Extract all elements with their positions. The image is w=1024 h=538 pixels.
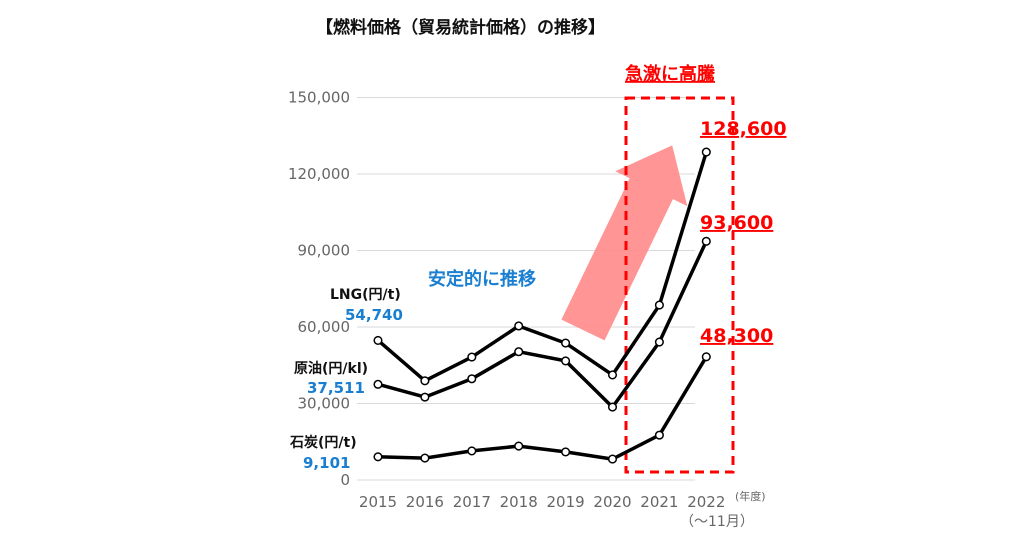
surge-annotation: 急激に高騰 [625,63,715,85]
series-label-lng: LNG(円/t) [330,287,401,303]
start-value-lng: 54,740 [345,306,403,324]
data-point [701,352,711,362]
x-tick-label: 2021 [640,493,678,511]
chart-title: 【燃料価格（貿易統計価格）の推移】 [316,17,605,38]
x-tick-label: 2016 [406,493,444,511]
data-point [654,430,664,440]
x-tick-label: 2020 [593,493,631,511]
data-point [607,454,618,464]
x-last-note: （～11月） [680,514,754,530]
x-unit-label: (年度) [735,489,766,503]
x-tick-label: 2022 [687,493,725,511]
data-point [514,321,524,331]
data-point [654,300,664,310]
data-point [373,335,383,345]
surge-highlight-box [624,96,735,474]
data-point [373,452,383,462]
x-tick-label: 2018 [500,493,538,511]
data-point [514,347,524,357]
end-value-lng: 128,600 [700,118,787,140]
rising-arrow [561,145,688,341]
data-point [514,441,524,451]
data-point [420,392,430,402]
data-point [701,236,711,246]
data-point [373,379,383,389]
series-line-0 [376,151,708,383]
y-tick-label: 0 [340,471,350,489]
start-value-coal: 9,101 [303,454,350,472]
data-point [607,402,618,412]
data-point [561,338,571,348]
data-point [467,374,477,384]
end-value-oil: 93,600 [700,212,773,234]
y-tick-label: 150,000 [288,89,350,107]
y-tick-label: 60,000 [298,318,351,336]
series-line-2 [377,355,708,461]
data-point [467,352,477,362]
data-point [701,147,711,157]
series-line-1 [377,240,708,409]
y-tick-label: 30,000 [298,395,351,413]
series-label-coal: 石炭(円/t) [289,434,357,451]
y-tick-label: 120,000 [288,165,350,183]
x-tick-label: 2017 [453,493,491,511]
stable-annotation: 安定的に推移 [428,268,536,290]
x-tick-label: 2019 [547,493,585,511]
x-tick-label: 2015 [359,493,397,511]
start-value-oil: 37,511 [307,379,365,397]
series-label-oil: 原油(円/kl) [294,360,368,377]
data-point [654,337,664,347]
y-tick-label: 90,000 [298,242,351,260]
data-point [561,356,571,366]
data-point [561,447,571,457]
data-point [467,446,477,456]
data-point [420,376,430,386]
data-point [607,370,618,380]
data-point [420,453,430,463]
end-value-coal: 48,300 [700,325,773,347]
